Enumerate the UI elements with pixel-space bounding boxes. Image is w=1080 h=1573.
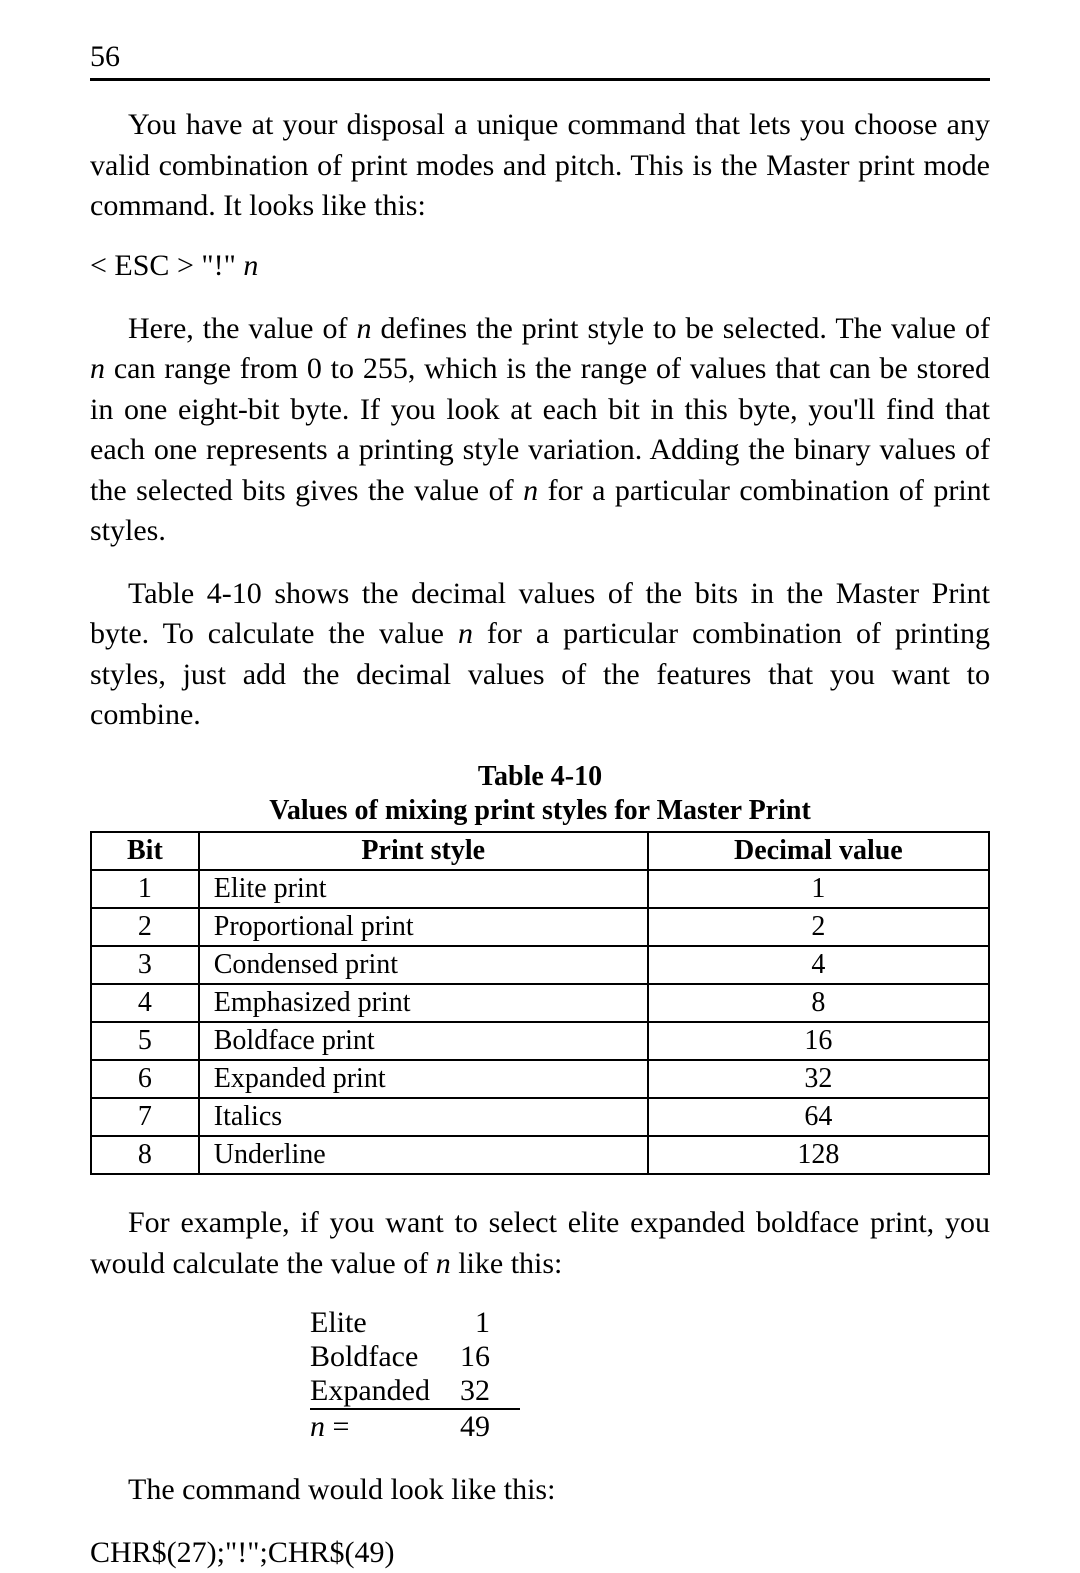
cell-value: 2 [648, 908, 989, 946]
calc-row: Expanded32 [310, 1374, 520, 1409]
bit-values-table: Bit Print style Decimal value 1Elite pri… [90, 831, 990, 1175]
paragraph-command: The command would look like this: [90, 1470, 990, 1511]
table-row: 1Elite print1 [91, 870, 989, 908]
calc-row: Boldface16 [310, 1340, 520, 1374]
table-row: 6Expanded print32 [91, 1060, 989, 1098]
cell-style: Italics [199, 1098, 648, 1136]
cell-bit: 6 [91, 1060, 199, 1098]
var-n: n [310, 1410, 325, 1443]
calc-sum-label: n = [310, 1409, 460, 1444]
table-row: 4Emphasized print8 [91, 984, 989, 1022]
calc-sum-row: n = 49 [310, 1409, 520, 1444]
cell-value: 8 [648, 984, 989, 1022]
code-variable: n [243, 249, 258, 282]
cell-bit: 4 [91, 984, 199, 1022]
table-row: 2Proportional print2 [91, 908, 989, 946]
cell-value: 1 [648, 870, 989, 908]
text: defines the print style to be selected. … [371, 312, 990, 345]
var-n: n [458, 617, 473, 650]
table-row: 8Underline128 [91, 1136, 989, 1174]
paragraph-example: For example, if you want to select elite… [90, 1203, 990, 1284]
table-caption: Table 4-10 [90, 758, 990, 796]
cell-value: 4 [648, 946, 989, 984]
cell-value: 64 [648, 1098, 989, 1136]
cell-style: Expanded print [199, 1060, 648, 1098]
cell-style: Boldface print [199, 1022, 648, 1060]
cell-style: Underline [199, 1136, 648, 1174]
equals: = [325, 1410, 349, 1443]
cell-bit: 5 [91, 1022, 199, 1060]
esc-command: < ESC > "!" n [90, 249, 990, 283]
cell-value: 16 [648, 1022, 989, 1060]
cell-value: 32 [648, 1060, 989, 1098]
calc-value: 16 [460, 1340, 520, 1374]
calc-value: 1 [460, 1306, 520, 1340]
paragraph-intro: You have at your disposal a unique comma… [90, 105, 990, 227]
cell-bit: 3 [91, 946, 199, 984]
cell-style: Elite print [199, 870, 648, 908]
table-row: 7Italics64 [91, 1098, 989, 1136]
cell-value: 128 [648, 1136, 989, 1174]
var-n: n [356, 312, 371, 345]
cell-style: Condensed print [199, 946, 648, 984]
calc-sum-value: 49 [460, 1409, 520, 1444]
cell-bit: 8 [91, 1136, 199, 1174]
table-row: 5Boldface print16 [91, 1022, 989, 1060]
calc-value: 32 [460, 1374, 520, 1409]
var-n: n [90, 352, 105, 385]
calculation-table: Elite1 Boldface16 Expanded32 n = 49 [310, 1306, 520, 1444]
calc-row: Elite1 [310, 1306, 520, 1340]
paragraph-explain: Here, the value of n defines the print s… [90, 309, 990, 552]
header-value: Decimal value [648, 832, 989, 870]
text: Here, the value of [128, 312, 356, 345]
cell-bit: 2 [91, 908, 199, 946]
cell-style: Proportional print [199, 908, 648, 946]
var-n: n [436, 1247, 451, 1280]
calc-label: Expanded [310, 1374, 460, 1409]
command-example: CHR$(27);"!";CHR$(49) [90, 1533, 990, 1573]
calc-label: Elite [310, 1306, 460, 1340]
cell-bit: 7 [91, 1098, 199, 1136]
table-header-row: Bit Print style Decimal value [91, 832, 989, 870]
table-row: 3Condensed print4 [91, 946, 989, 984]
var-n: n [523, 474, 538, 507]
code-text: < ESC > "!" [90, 249, 243, 282]
cell-bit: 1 [91, 870, 199, 908]
paragraph-table-ref: Table 4-10 shows the decimal values of t… [90, 574, 990, 736]
text: like this: [451, 1247, 563, 1280]
cell-style: Emphasized print [199, 984, 648, 1022]
calc-label: Boldface [310, 1340, 460, 1374]
page-number: 56 [90, 40, 990, 81]
header-bit: Bit [91, 832, 199, 870]
header-style: Print style [199, 832, 648, 870]
table-subcaption: Values of mixing print styles for Master… [90, 795, 990, 827]
